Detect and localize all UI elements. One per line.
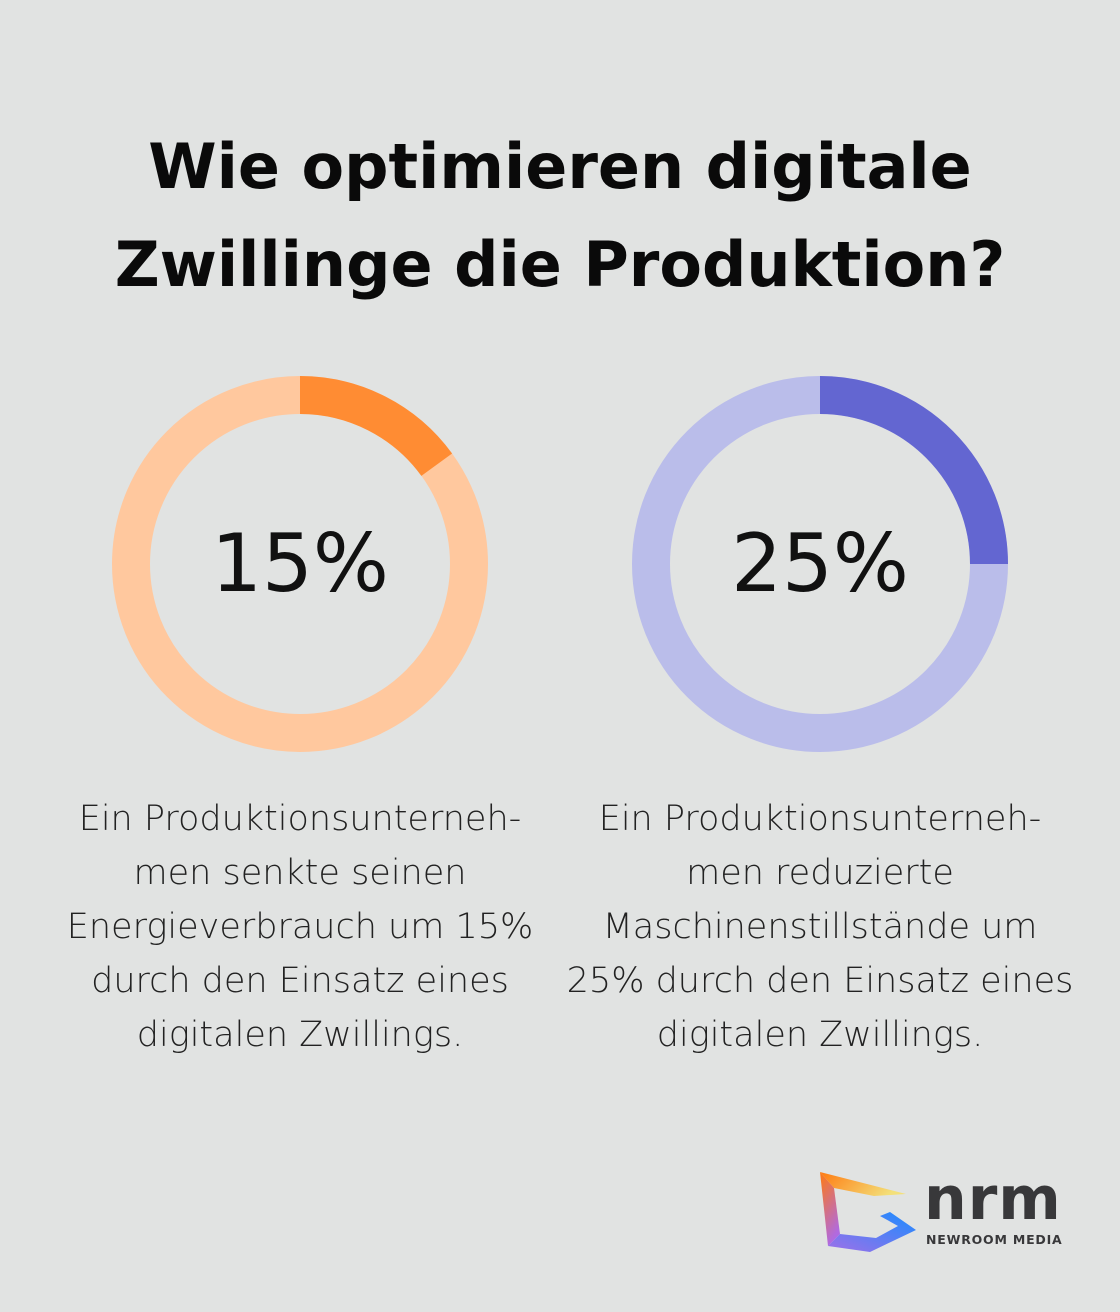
donut-chart-1: 15% xyxy=(110,374,490,754)
newroom-media-logo: nrm NEWROOM MEDIA xyxy=(818,1164,1068,1258)
logo-mark-icon xyxy=(820,1172,916,1252)
page-title: Wie optimieren digitale Zwillinge die Pr… xyxy=(114,130,1006,301)
donut-description-2: Ein Produktionsunterneh-men reduzierte M… xyxy=(566,799,1074,1055)
donut-percent-label: 25% xyxy=(731,517,909,610)
donut-percent-label: 15% xyxy=(211,517,389,610)
donut-chart-2: 25% xyxy=(630,374,1010,754)
donut-value-arc xyxy=(819,376,1008,565)
logo-wordmark: nrm xyxy=(924,1164,1062,1234)
donut-description-1: Ein Produktionsunterneh-men senkte seine… xyxy=(66,799,534,1055)
donut-value-arc xyxy=(299,376,453,477)
logo-company-name: NEWROOM MEDIA xyxy=(926,1232,1063,1247)
donut-svg-2 xyxy=(632,376,1008,752)
donut-svg-1 xyxy=(112,376,488,752)
